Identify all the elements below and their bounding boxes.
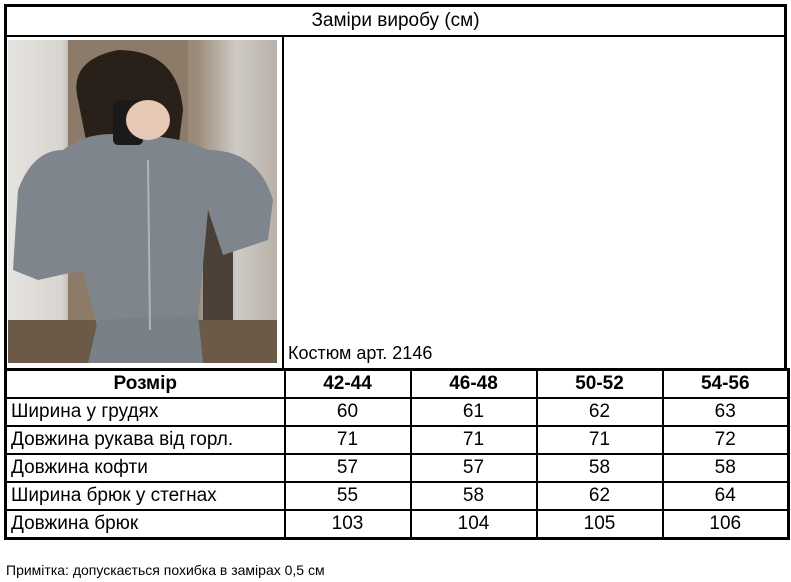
- table-row: Довжина кофти 57 57 58 58: [4, 453, 790, 483]
- table-row: Ширина брюк у стегнах 55 58 62 64: [4, 481, 790, 511]
- cell-value: 58: [535, 453, 664, 483]
- header-size-col: 54-56: [661, 368, 790, 399]
- cell-value: 58: [661, 453, 790, 483]
- size-table: Розмір 42-44 46-48 50-52 54-56 Ширина у …: [4, 368, 790, 540]
- cell-value: 71: [409, 425, 538, 455]
- cell-value: 64: [661, 481, 790, 511]
- header-size-col: 42-44: [283, 368, 412, 399]
- cell-value: 106: [661, 509, 790, 540]
- table-row: Довжина рукава від горл. 71 71 71 72: [4, 425, 790, 455]
- row-label: Довжина рукава від горл.: [4, 425, 286, 455]
- cell-value: 58: [409, 481, 538, 511]
- cell-value: 55: [283, 481, 412, 511]
- table-row: Ширина у грудях 60 61 62 63: [4, 397, 790, 427]
- header-size: Розмір: [4, 368, 286, 399]
- divider: [282, 36, 284, 369]
- cell-value: 71: [283, 425, 412, 455]
- row-label: Ширина у грудях: [4, 397, 286, 427]
- cell-value: 71: [535, 425, 664, 455]
- cell-value: 105: [535, 509, 664, 540]
- cell-value: 62: [535, 397, 664, 427]
- cell-value: 103: [283, 509, 412, 540]
- cell-value: 63: [661, 397, 790, 427]
- product-photo: [8, 40, 277, 363]
- header-size-col: 46-48: [409, 368, 538, 399]
- cell-value: 60: [283, 397, 412, 427]
- table-header-row: Розмір 42-44 46-48 50-52 54-56: [4, 368, 790, 399]
- row-label: Ширина брюк у стегнах: [4, 481, 286, 511]
- cell-value: 104: [409, 509, 538, 540]
- chart-title: Заміри виробу (см): [4, 4, 787, 37]
- cell-value: 72: [661, 425, 790, 455]
- header-size-col: 50-52: [535, 368, 664, 399]
- row-label: Довжина кофти: [4, 453, 286, 483]
- row-label: Довжина брюк: [4, 509, 286, 540]
- cell-value: 57: [283, 453, 412, 483]
- product-caption: Костюм арт. 2146: [288, 343, 433, 363]
- cell-value: 62: [535, 481, 664, 511]
- table-row: Довжина брюк 103 104 105 106: [4, 509, 790, 540]
- image-row: [4, 36, 787, 369]
- cell-value: 61: [409, 397, 538, 427]
- product-photo-illustration: [8, 40, 277, 363]
- footnote: Примітка: допускається похибка в замірах…: [6, 562, 325, 578]
- cell-value: 57: [409, 453, 538, 483]
